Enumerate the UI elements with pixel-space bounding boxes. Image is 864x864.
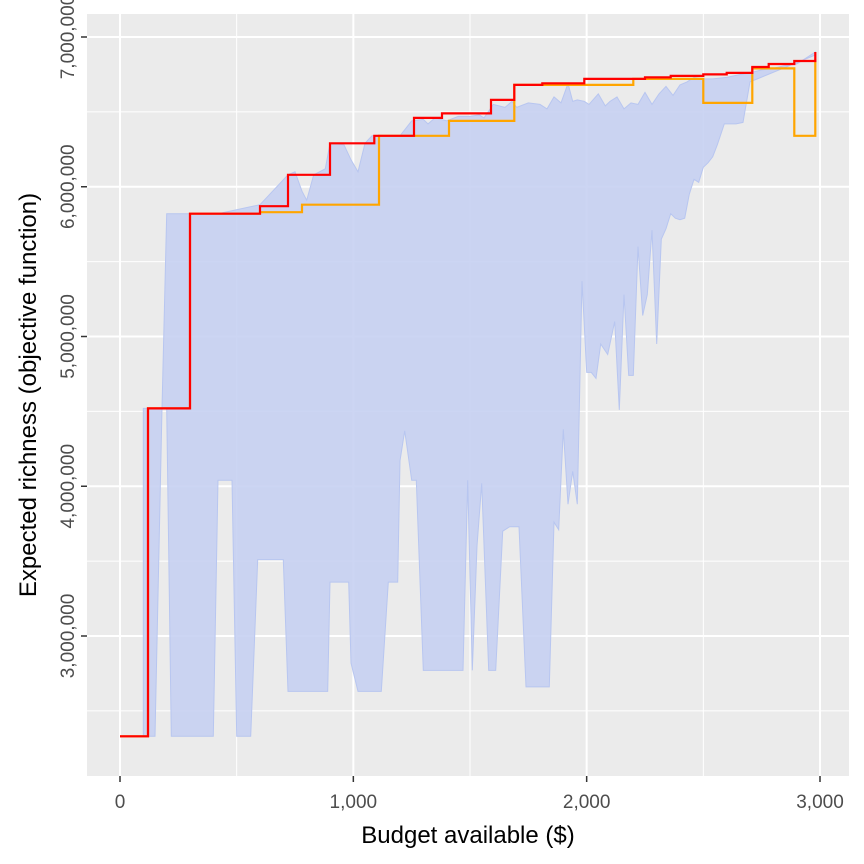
x-tick-label: 1,000: [330, 792, 378, 813]
ribbon-layer: [142, 51, 816, 737]
red-step-line: [120, 52, 817, 738]
x-tick-label: 2,000: [563, 792, 611, 813]
x-axis-title: Budget available ($): [361, 822, 574, 849]
y-tick-label: 7,000,000: [58, 0, 79, 79]
y-tick-label: 6,000,000: [58, 144, 79, 229]
x-tick-label: 3,000: [796, 792, 844, 813]
x-tick-label: 0: [115, 792, 126, 813]
series-layer: [120, 52, 817, 738]
y-tick-label: 4,000,000: [58, 444, 79, 529]
x-axis: 0 1,000 2,000 3,000: [115, 776, 844, 813]
y-axis: 3,000,000 4,000,000 5,000,000 6,000,000 7,00…: [58, 0, 87, 678]
y-tick-label: 5,000,000: [58, 294, 79, 379]
y-axis-title: Expected richness (objective function): [15, 193, 42, 597]
y-tick-label: 3,000,000: [58, 594, 79, 679]
ribbon-area: [142, 51, 816, 737]
